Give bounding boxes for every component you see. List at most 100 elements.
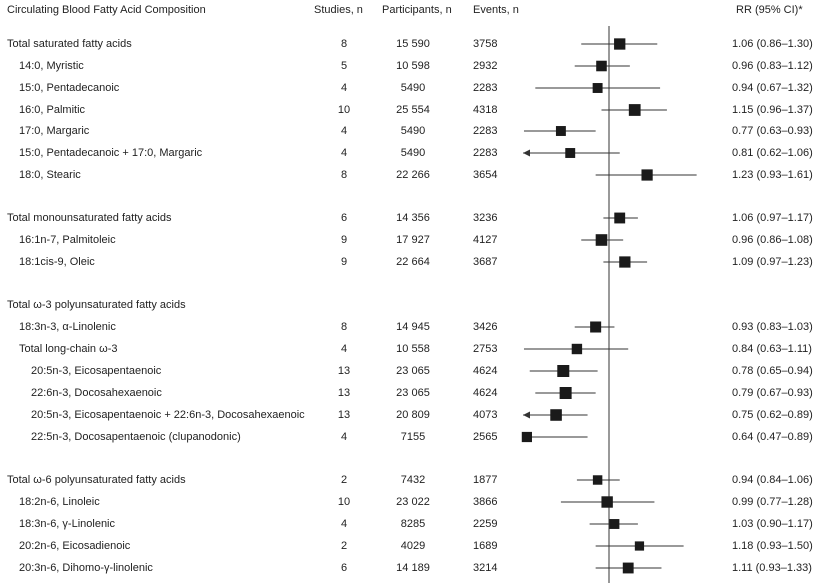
events-cell: 2932	[473, 60, 498, 72]
studies-cell: 8	[340, 38, 348, 50]
participants-cell: 23 022	[396, 496, 430, 508]
studies-cell: 6	[340, 562, 348, 574]
rr-cell: 0.93 (0.83–1.03)	[732, 321, 813, 333]
events-cell: 3426	[473, 321, 498, 333]
row-label: Total monounsaturated fatty acids	[7, 212, 172, 224]
ci-arrow	[523, 149, 530, 157]
participants-cell: 7432	[400, 474, 426, 486]
rr-marker	[619, 256, 631, 268]
row-label: 16:1n-7, Palmitoleic	[19, 234, 116, 246]
studies-cell: 4	[340, 343, 348, 355]
row-label: 17:0, Margaric	[19, 125, 90, 137]
rr-marker	[571, 343, 583, 355]
participants-cell: 23 065	[396, 365, 430, 377]
rr-cell: 0.99 (0.77–1.28)	[732, 496, 813, 508]
rr-marker	[592, 83, 603, 93]
studies-cell: 13	[337, 409, 351, 421]
studies-cell: 13	[337, 387, 351, 399]
studies-cell: 13	[337, 365, 351, 377]
events-cell: 2753	[473, 343, 498, 355]
participants-cell: 23 065	[396, 387, 430, 399]
rr-cell: 1.11 (0.93–1.33)	[732, 562, 812, 574]
participants-cell: 5490	[400, 125, 426, 137]
events-cell: 4318	[473, 104, 498, 116]
rr-marker	[614, 212, 626, 224]
rr-marker	[622, 562, 634, 574]
participants-cell: 14 189	[396, 562, 430, 574]
participants-cell: 20 809	[396, 409, 430, 421]
rr-cell: 0.77 (0.63–0.93)	[732, 125, 813, 137]
events-cell: 2283	[473, 125, 498, 137]
participants-cell: 14 945	[396, 321, 430, 333]
events-cell: 3866	[473, 496, 498, 508]
row-label: 20:3n-6, Dihomo-γ-linolenic	[19, 562, 153, 574]
events-cell: 3654	[473, 169, 498, 181]
events-cell: 4073	[473, 409, 498, 421]
rr-cell: 0.78 (0.65–0.94)	[732, 365, 813, 377]
rr-cell: 1.15 (0.96–1.37)	[732, 104, 813, 116]
header-studies: Studies, n	[314, 4, 363, 16]
rr-marker	[592, 475, 603, 485]
row-label: Total saturated fatty acids	[7, 38, 132, 50]
rr-cell: 1.03 (0.90–1.17)	[732, 518, 813, 530]
events-cell: 1877	[473, 474, 498, 486]
row-label: 20:2n-6, Eicosadienoic	[19, 540, 131, 552]
studies-cell: 10	[337, 104, 351, 116]
header-participants: Participants, n	[382, 4, 452, 16]
events-cell: 3758	[473, 38, 498, 50]
rr-cell: 1.06 (0.86–1.30)	[732, 38, 813, 50]
rr-cell: 0.96 (0.83–1.12)	[732, 60, 813, 72]
rr-marker	[601, 496, 613, 508]
events-cell: 1689	[473, 540, 498, 552]
events-cell: 2283	[473, 147, 498, 159]
rr-marker	[596, 60, 607, 72]
row-label: 22:5n-3, Docosapentaenoic (clupanodonic)	[31, 431, 241, 443]
row-label: 14:0, Myristic	[19, 60, 84, 72]
row-label: 18:3n-3, α-Linolenic	[19, 321, 116, 333]
participants-cell: 10 598	[396, 60, 430, 72]
studies-cell: 8	[340, 169, 348, 181]
studies-cell: 2	[340, 474, 348, 486]
participants-cell: 17 927	[396, 234, 430, 246]
rr-marker	[634, 541, 645, 551]
events-cell: 3214	[473, 562, 498, 574]
row-label: Total ω-3 polyunsaturated fatty acids	[7, 299, 186, 311]
rr-cell: 0.75 (0.62–0.89)	[732, 409, 813, 421]
rr-marker	[559, 387, 572, 399]
row-label: 18:2n-6, Linoleic	[19, 496, 100, 508]
participants-cell: 15 590	[396, 38, 430, 50]
events-cell: 4624	[473, 387, 498, 399]
rr-cell: 0.94 (0.67–1.32)	[732, 82, 813, 94]
studies-cell: 9	[340, 256, 348, 268]
events-cell: 2565	[473, 431, 498, 443]
events-cell: 3236	[473, 212, 498, 224]
events-cell: 2283	[473, 82, 498, 94]
rr-marker	[565, 148, 576, 158]
studies-cell: 2	[340, 540, 348, 552]
rr-marker	[628, 104, 641, 116]
participants-cell: 5490	[400, 147, 426, 159]
events-cell: 4624	[473, 365, 498, 377]
participants-cell: 4029	[400, 540, 426, 552]
studies-cell: 9	[340, 234, 348, 246]
studies-cell: 4	[340, 431, 348, 443]
rr-cell: 0.81 (0.62–1.06)	[732, 147, 813, 159]
row-label: 20:5n-3, Eicosapentaenoic + 22:6n-3, Doc…	[31, 409, 305, 421]
studies-cell: 4	[340, 147, 348, 159]
rr-cell: 1.23 (0.93–1.61)	[732, 169, 813, 181]
participants-cell: 22 266	[396, 169, 430, 181]
row-label: Total long-chain ω-3	[19, 343, 118, 355]
participants-cell: 25 554	[396, 104, 430, 116]
studies-cell: 10	[337, 496, 351, 508]
rr-marker	[550, 409, 562, 421]
rr-cell: 1.18 (0.93–1.50)	[732, 540, 813, 552]
rr-marker	[595, 234, 608, 246]
header-rr: RR (95% CI)*	[736, 4, 803, 16]
row-label: 16:0, Palmitic	[19, 104, 86, 116]
studies-cell: 4	[340, 125, 348, 137]
studies-cell: 5	[340, 60, 348, 72]
row-label: Total ω-6 polyunsaturated fatty acids	[7, 474, 186, 486]
participants-cell: 10 558	[396, 343, 430, 355]
events-cell: 3687	[473, 256, 498, 268]
